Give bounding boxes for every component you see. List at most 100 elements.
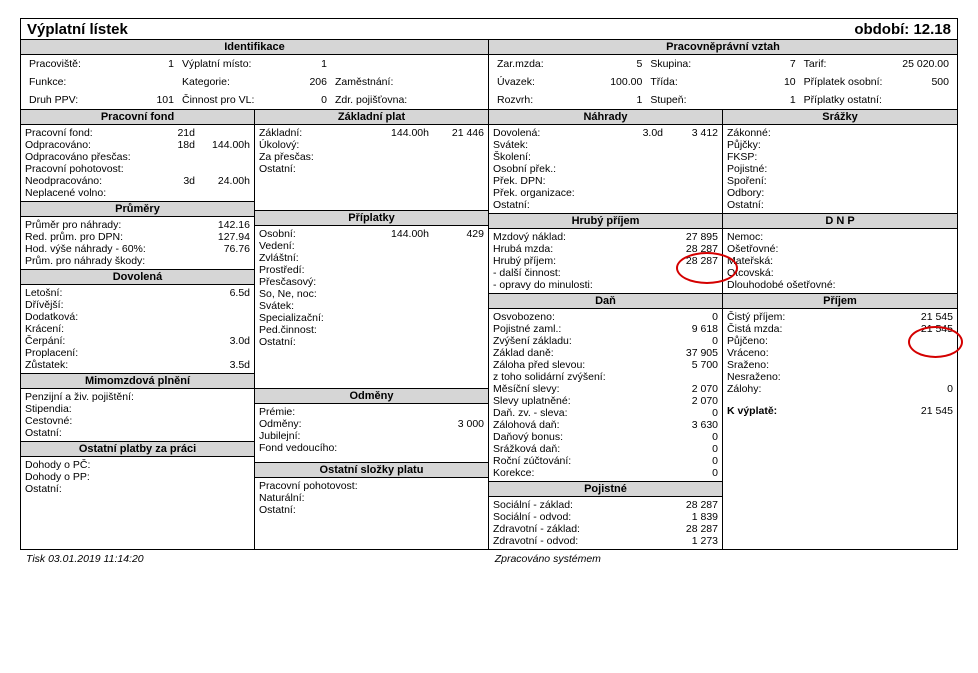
data-row: Měsíční slevy:2 070 bbox=[493, 383, 718, 395]
col2: Základní plat Základní:144.00h21 446Úkol… bbox=[255, 110, 489, 549]
data-row: Prémie: bbox=[259, 406, 484, 418]
footer: Tisk 03.01.2019 11:14:20 Zpracováno syst… bbox=[20, 550, 958, 565]
col4: Srážky Zákonné:Půjčky:FKSP:Pojistné:Spoř… bbox=[723, 110, 957, 549]
period: období: 12.18 bbox=[854, 21, 951, 38]
data-row: Prostředí: bbox=[259, 264, 484, 276]
data-row: Osvobozeno:0 bbox=[493, 311, 718, 323]
data-row: Zdravotní - základ:28 287 bbox=[493, 523, 718, 535]
data-row: Slevy uplatněné:2 070 bbox=[493, 395, 718, 407]
ident-row1: Pracoviště:1 Výplatní místo:1 bbox=[21, 55, 488, 73]
data-row: Mateřská: bbox=[727, 255, 953, 267]
data-row: Sociální - základ:28 287 bbox=[493, 499, 718, 511]
data-row: Přesčasový: bbox=[259, 276, 484, 288]
dov-body: Letošní:6.5dDřívější:Dodatková:Krácení:Č… bbox=[21, 285, 254, 374]
ostsloz-head: Ostatní složky platu bbox=[255, 463, 488, 478]
data-row: Srážková daň:0 bbox=[493, 443, 718, 455]
dan-head: Daň bbox=[489, 294, 722, 309]
data-row: Ped.činnost: bbox=[259, 324, 484, 336]
fond-body: Pracovní fond:21dOdpracováno:18d144.00hO… bbox=[21, 125, 254, 202]
data-row: Odměny:3 000 bbox=[259, 418, 484, 430]
srazky-head: Srážky bbox=[723, 110, 957, 125]
mimo-head: Mimomzdová plnění bbox=[21, 374, 254, 389]
data-row: Ostatní: bbox=[727, 199, 953, 211]
data-row: Korekce:0 bbox=[493, 467, 718, 479]
data-row: Svátek: bbox=[259, 300, 484, 312]
data-row: Pracovní fond:21d bbox=[25, 127, 250, 139]
data-row: Zůstatek:3.5d bbox=[25, 359, 250, 371]
data-row: Ostatní: bbox=[259, 336, 484, 348]
zakl-head: Základní plat bbox=[255, 110, 488, 125]
data-row: Hrubý příjem:28 287 bbox=[493, 255, 718, 267]
data-row: Svátek: bbox=[493, 139, 718, 151]
dnp-body: Nemoc:Ošetřovné:Mateřská:Otcovská:Dlouho… bbox=[723, 229, 957, 294]
data-row: Dohody o PČ: bbox=[25, 459, 250, 471]
data-row: Roční zúčtování:0 bbox=[493, 455, 718, 467]
data-row: Osobní:144.00h429 bbox=[259, 228, 484, 240]
poj-head: Pojistné bbox=[489, 482, 722, 497]
data-row: Pracovní pohotovost: bbox=[259, 480, 484, 492]
ppv-row1: Zar.mzda:5 Skupina:7 Tarif:25 020.00 bbox=[489, 55, 957, 73]
dan-body: Osvobozeno:0Pojistné zaml.:9 618Zvýšení … bbox=[489, 309, 722, 482]
data-row: Vedení: bbox=[259, 240, 484, 252]
zakl-body: Základní:144.00h21 446Úkolový:Za přesčas… bbox=[255, 125, 488, 211]
nahr-body: Dovolená:3.0d3 412Svátek:Školení:Osobní … bbox=[489, 125, 722, 214]
data-row: Průměr pro náhrady:142.16 bbox=[25, 219, 250, 231]
col3: Náhrady Dovolená:3.0d3 412Svátek:Školení… bbox=[489, 110, 723, 549]
ostplat-head: Ostatní platby za práci bbox=[21, 442, 254, 457]
data-row: Základ daně:37 905 bbox=[493, 347, 718, 359]
data-row: Přek. organizace: bbox=[493, 187, 718, 199]
data-row: Mzdový náklad:27 895 bbox=[493, 231, 718, 243]
data-row: Cestovné: bbox=[25, 415, 250, 427]
data-row: Otcovská: bbox=[727, 267, 953, 279]
nahr-head: Náhrady bbox=[489, 110, 722, 125]
data-row: Základní:144.00h21 446 bbox=[259, 127, 484, 139]
hruby-body: Mzdový náklad:27 895Hrubá mzda:28 287Hru… bbox=[489, 229, 722, 294]
data-row: Dřívější: bbox=[25, 299, 250, 311]
mimo-body: Penzijní a živ. pojištění:Stipendia:Cest… bbox=[21, 389, 254, 442]
data-row: Odpracováno:18d144.00h bbox=[25, 139, 250, 151]
data-row: Čistý příjem:21 545 bbox=[727, 311, 953, 323]
data-row: Pojistné: bbox=[727, 163, 953, 175]
data-row: Odbory: bbox=[727, 187, 953, 199]
ident-head: Identifikace bbox=[21, 40, 488, 55]
footer-center: Zpracováno systémem bbox=[495, 553, 601, 565]
data-row: Dovolená:3.0d3 412 bbox=[493, 127, 718, 139]
data-row: Ostatní: bbox=[259, 504, 484, 516]
data-row: Zvláštní: bbox=[259, 252, 484, 264]
hruby-head: Hrubý příjem bbox=[489, 214, 722, 229]
data-row: Stipendia: bbox=[25, 403, 250, 415]
fond-head: Pracovní fond bbox=[21, 110, 254, 125]
data-row: Hrubá mzda:28 287 bbox=[493, 243, 718, 255]
data-row: Nemoc: bbox=[727, 231, 953, 243]
data-row: Penzijní a živ. pojištění: bbox=[25, 391, 250, 403]
data-row: Odpracováno přesčas: bbox=[25, 151, 250, 163]
data-row: Úkolový: bbox=[259, 139, 484, 151]
data-row: Ostatní: bbox=[25, 483, 250, 495]
k-vyplate: K výplatě: 21 545 bbox=[727, 405, 953, 417]
data-row: Osobní přek.: bbox=[493, 163, 718, 175]
data-row: Ošetřovné: bbox=[727, 243, 953, 255]
data-row: Zdravotní - odvod:1 273 bbox=[493, 535, 718, 547]
data-row: Dlouhodobé ošetřovné: bbox=[727, 279, 953, 291]
data-row: Neodpracováno:3d24.00h bbox=[25, 175, 250, 187]
data-row: Krácení: bbox=[25, 323, 250, 335]
data-row: Nesraženo: bbox=[727, 371, 953, 383]
data-row: Sociální - odvod:1 839 bbox=[493, 511, 718, 523]
data-row: Naturální: bbox=[259, 492, 484, 504]
srazky-body: Zákonné:Půjčky:FKSP:Pojistné:Spoření:Odb… bbox=[723, 125, 957, 214]
data-row: Záloha před slevou:5 700 bbox=[493, 359, 718, 371]
prumery-head: Průměry bbox=[21, 202, 254, 217]
data-row: Zálohová daň:3 630 bbox=[493, 419, 718, 431]
data-row: Prům. pro náhrady škody: bbox=[25, 255, 250, 267]
data-row: Letošní:6.5d bbox=[25, 287, 250, 299]
data-row: Zálohy:0 bbox=[727, 383, 953, 395]
poj-body: Sociální - základ:28 287Sociální - odvod… bbox=[489, 497, 722, 549]
data-row: Pojistné zaml.:9 618 bbox=[493, 323, 718, 335]
data-row: Zvýšení základu:0 bbox=[493, 335, 718, 347]
data-row: z toho solidární zvýšení: bbox=[493, 371, 718, 383]
data-row: Čistá mzda:21 545 bbox=[727, 323, 953, 335]
data-row: Pracovní pohotovost: bbox=[25, 163, 250, 175]
data-row: Ostatní: bbox=[259, 163, 484, 175]
data-row: Sraženo: bbox=[727, 359, 953, 371]
data-row: Vráceno: bbox=[727, 347, 953, 359]
